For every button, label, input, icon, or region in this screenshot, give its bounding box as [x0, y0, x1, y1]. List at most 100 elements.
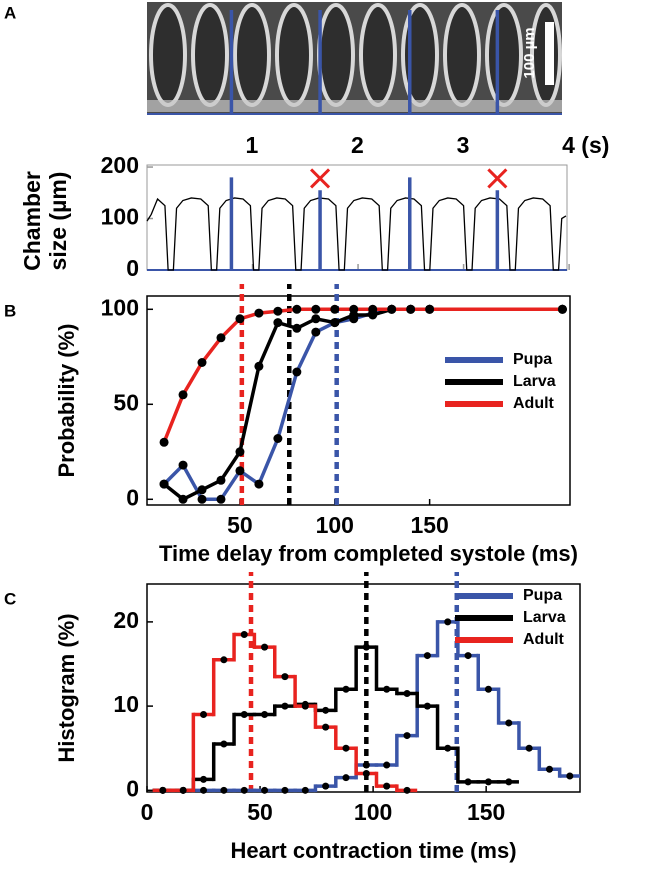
legend-label: Larva	[513, 373, 556, 390]
bin-point	[383, 782, 391, 790]
data-point	[273, 434, 283, 443]
bin-point	[220, 786, 228, 794]
x-tick-label: 100	[354, 799, 392, 825]
bin-point	[403, 689, 411, 697]
chambers	[149, 3, 562, 107]
bin-point	[220, 740, 228, 748]
x-axis-label: Heart contraction time (ms)	[230, 838, 516, 863]
panel-label: C	[4, 589, 16, 608]
data-point	[311, 304, 321, 314]
bin-point	[545, 765, 553, 773]
legend-label: Adult	[513, 395, 555, 412]
microscopy-image: 100 µm	[147, 2, 562, 115]
legend-label: Adult	[523, 631, 565, 648]
plot-frame	[146, 583, 581, 793]
x-tick-label: 0	[141, 799, 154, 825]
cross-marker	[310, 168, 331, 189]
bin-point	[261, 711, 269, 719]
x-tick-label: 150	[467, 799, 505, 825]
series-line	[162, 307, 563, 443]
data-point	[349, 304, 359, 314]
y-axis-label: Chamber size (µm)	[19, 171, 71, 271]
data-point	[292, 367, 302, 377]
bin-point	[403, 732, 411, 740]
bin-point	[159, 786, 167, 794]
bin-point	[383, 685, 391, 693]
y-tick-label: 0	[126, 484, 139, 510]
bin-point	[240, 631, 248, 639]
bin-point	[240, 786, 248, 794]
data-point	[159, 479, 169, 489]
bin-point	[240, 711, 248, 719]
data-point	[216, 475, 226, 485]
bin-point	[464, 652, 472, 660]
bin-point	[403, 786, 411, 794]
data-point	[254, 479, 264, 489]
data-point	[292, 304, 302, 314]
legend-label: Larva	[523, 609, 566, 626]
panel: 0 100 200 1 2 3 4 (s)	[101, 10, 609, 281]
data-point	[311, 327, 321, 337]
bin-point	[423, 702, 431, 710]
data-point	[425, 304, 435, 314]
bin-point	[444, 744, 452, 752]
y-tick-label: 50	[113, 389, 139, 415]
x-tick-label: 150	[410, 512, 448, 538]
data-point	[178, 494, 188, 504]
bin-point	[342, 744, 350, 752]
bin-point	[383, 761, 391, 769]
bin-point	[505, 719, 513, 727]
bin-point	[505, 778, 513, 786]
legend: Pupa Larva Adult	[455, 587, 566, 648]
bin-point	[362, 761, 370, 769]
panel: C 0 10 20 0 50 100 150 Heart contraction time (m…	[4, 572, 581, 863]
bin-point	[200, 711, 208, 719]
data-point	[254, 308, 264, 318]
y-tick-label: 100	[101, 204, 139, 230]
data-point	[273, 306, 283, 316]
bin-point	[342, 685, 350, 693]
bin-point	[525, 744, 533, 752]
y-axis-label: Probability (%)	[54, 323, 79, 477]
panel-label: B	[4, 301, 16, 320]
series-line	[146, 197, 567, 271]
bin-point	[281, 786, 289, 794]
image-floor	[147, 100, 562, 112]
bin-point	[423, 652, 431, 660]
legend-label: Pupa	[513, 351, 552, 368]
bin-point	[322, 782, 330, 790]
bin-point	[261, 643, 269, 651]
legend: Pupa Larva Adult	[445, 351, 556, 412]
bin-point	[179, 786, 187, 794]
bin-point	[464, 778, 472, 786]
bin-point	[200, 775, 208, 783]
data-point	[330, 318, 340, 328]
data-point	[387, 304, 397, 314]
y-axis-label: Histogram (%)	[54, 613, 79, 762]
bin-point	[566, 772, 574, 780]
plot-frame	[146, 295, 571, 506]
data-point	[273, 318, 283, 328]
scale-bar-label: 100 µm	[521, 27, 538, 78]
data-point	[311, 314, 321, 324]
data-point	[368, 304, 378, 314]
bin-point	[484, 778, 492, 786]
bin-point	[444, 618, 452, 626]
panel-label: A	[4, 3, 16, 22]
y-tick-label: 0	[126, 775, 139, 801]
data-point	[330, 304, 340, 314]
bin-point	[322, 723, 330, 731]
x-tick-label: 4 (s)	[562, 132, 609, 158]
bin-point	[342, 774, 350, 782]
bin-point	[261, 786, 269, 794]
bin-point	[301, 786, 309, 794]
data-point	[197, 494, 207, 504]
y-tick-label: 100	[101, 294, 139, 320]
data-point	[178, 460, 188, 470]
x-tick-label: 50	[227, 512, 253, 538]
data-point	[216, 333, 226, 343]
y-tick-label: 0	[126, 255, 139, 281]
legend-label: Pupa	[523, 587, 562, 604]
